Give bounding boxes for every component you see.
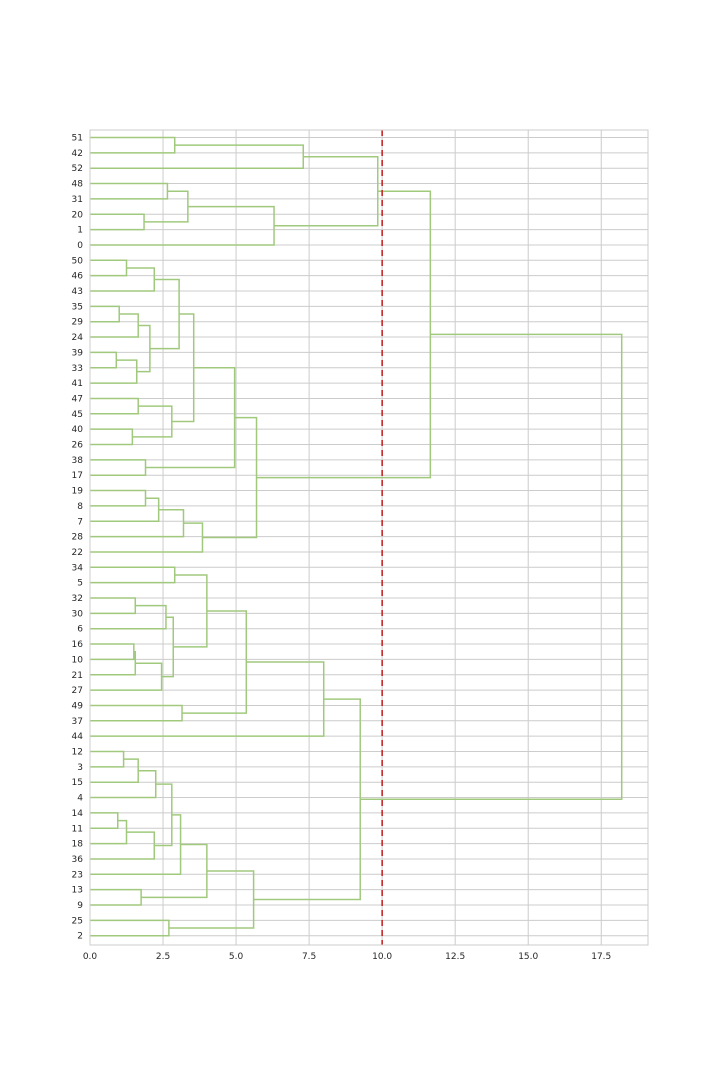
leaf-label: 4	[77, 794, 83, 804]
x-tick-label: 12.5	[445, 952, 465, 962]
dendrogram-link	[90, 267, 156, 292]
grid	[89, 130, 648, 945]
dendrogram-link	[90, 522, 204, 553]
dendrogram-link	[90, 213, 145, 231]
x-tick-label: 17.5	[591, 952, 611, 962]
dendrogram-link	[360, 333, 623, 801]
leaf-label: 51	[72, 134, 83, 144]
leaf-label: 25	[72, 916, 83, 926]
leaf-label: 32	[72, 594, 83, 604]
leaf-label: 16	[72, 640, 84, 650]
leaf-label: 21	[72, 671, 83, 681]
x-tick-label: 10.0	[372, 952, 392, 962]
dendrogram-link	[90, 259, 128, 277]
leaf-label: 50	[72, 256, 84, 266]
leaf-label: 39	[72, 348, 84, 358]
dendrogram-link	[90, 604, 167, 630]
plot-frame	[89, 129, 649, 946]
leaf-label: 52	[72, 164, 83, 174]
leaf-label: 24	[72, 333, 84, 343]
leaf-label: 44	[72, 732, 84, 742]
leaf-label: 14	[72, 809, 84, 819]
leaf-label: 43	[72, 287, 83, 297]
leaf-label: 15	[72, 778, 83, 788]
leaf-label: 19	[72, 487, 84, 497]
dendrogram-link	[90, 704, 183, 722]
dendrogram-link	[168, 870, 255, 929]
dendrogram-link	[90, 819, 128, 845]
leaf-label: 11	[72, 824, 83, 834]
leaf-label: 28	[72, 533, 84, 543]
leaf-label: 6	[77, 625, 83, 635]
leaf-label: 12	[72, 748, 83, 758]
leaf-label: 42	[72, 149, 83, 159]
dendrogram-link	[274, 155, 379, 227]
leaf-label: 20	[72, 210, 84, 220]
dendrogram-link	[154, 783, 173, 847]
leaf-label: 41	[72, 379, 83, 389]
leaf-label: 27	[72, 686, 83, 696]
dendrogram-link	[136, 324, 151, 373]
leaf-label: 49	[72, 701, 84, 711]
dendrogram-link	[90, 497, 160, 522]
leaf-label: 22	[72, 548, 83, 558]
x-tick-label: 7.5	[302, 952, 316, 962]
dendrogram-link	[90, 205, 275, 246]
leaf-label: 17	[72, 471, 83, 481]
dendrogram-link	[90, 758, 139, 783]
leaf-label: 3	[77, 763, 83, 773]
leaf-label: 7	[77, 517, 83, 527]
tick-labels: 5142524831201050464335292439334147454026…	[72, 134, 612, 963]
dendrogram-link	[90, 428, 134, 446]
leaf-label: 23	[72, 870, 83, 880]
leaf-label: 29	[72, 318, 84, 328]
leaf-label: 46	[72, 272, 84, 282]
leaf-label: 31	[72, 195, 83, 205]
dendrogram-link	[90, 397, 139, 415]
leaf-label: 38	[72, 456, 84, 466]
leaf-label: 48	[72, 180, 84, 190]
dendrogram-link	[90, 313, 139, 338]
leaf-label: 33	[72, 364, 83, 374]
leaf-label: 13	[72, 886, 83, 896]
dendrogram-link	[90, 814, 182, 876]
dendrogram-link	[182, 610, 248, 714]
dendrogram-links	[90, 136, 623, 937]
leaf-label: 5	[77, 579, 83, 589]
leaf-label: 36	[72, 855, 84, 865]
dendrogram-link	[144, 190, 189, 223]
leaf-label: 0	[77, 241, 83, 251]
leaf-label: 26	[72, 441, 84, 451]
leaf-label: 8	[77, 502, 83, 512]
leaf-label: 35	[72, 302, 83, 312]
x-tick-label: 2.5	[156, 952, 170, 962]
dendrogram-link	[171, 313, 195, 423]
leaf-label: 37	[72, 717, 83, 727]
dendrogram-link	[90, 351, 118, 369]
leaf-label: 18	[72, 840, 84, 850]
dendrogram-link	[90, 144, 305, 169]
dendrogram-link	[132, 405, 173, 438]
leaf-label: 2	[77, 932, 83, 942]
x-tick-label: 15.0	[518, 952, 538, 962]
dendrogram-link	[90, 661, 325, 737]
leaf-label: 47	[72, 394, 83, 404]
leaf-label: 45	[72, 410, 83, 420]
dendrogram-link	[90, 359, 138, 384]
leaf-label: 1	[77, 226, 83, 236]
leaf-label: 9	[77, 901, 83, 911]
x-tick-label: 5.0	[229, 952, 244, 962]
leaf-label: 34	[72, 563, 84, 573]
x-tick-label: 0.0	[83, 952, 98, 962]
dendrogram-link	[90, 831, 156, 860]
leaf-label: 10	[72, 655, 84, 665]
leaf-label: 40	[72, 425, 84, 435]
leaf-label: 30	[72, 609, 84, 619]
